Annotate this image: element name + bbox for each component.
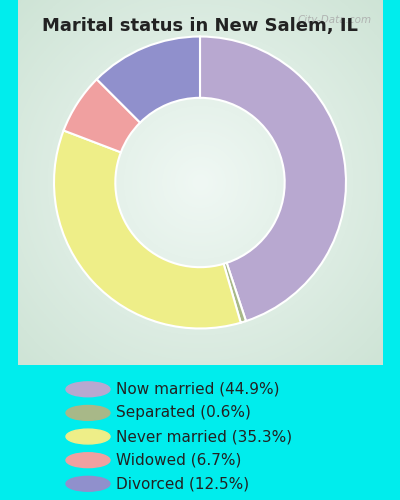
Circle shape [66,453,110,468]
Wedge shape [200,36,346,321]
Wedge shape [97,36,200,122]
Circle shape [66,476,110,491]
Text: Never married (35.3%): Never married (35.3%) [116,429,292,444]
Wedge shape [64,80,140,152]
Text: Now married (44.9%): Now married (44.9%) [116,382,280,397]
Text: Marital status in New Salem, IL: Marital status in New Salem, IL [42,18,358,36]
Text: City-Data.com: City-Data.com [298,14,372,24]
Circle shape [66,429,110,444]
Text: Widowed (6.7%): Widowed (6.7%) [116,452,241,468]
Wedge shape [54,130,241,328]
Text: Separated (0.6%): Separated (0.6%) [116,406,251,420]
Text: Divorced (12.5%): Divorced (12.5%) [116,476,249,492]
Wedge shape [224,263,246,322]
Circle shape [66,406,110,420]
Circle shape [66,382,110,396]
